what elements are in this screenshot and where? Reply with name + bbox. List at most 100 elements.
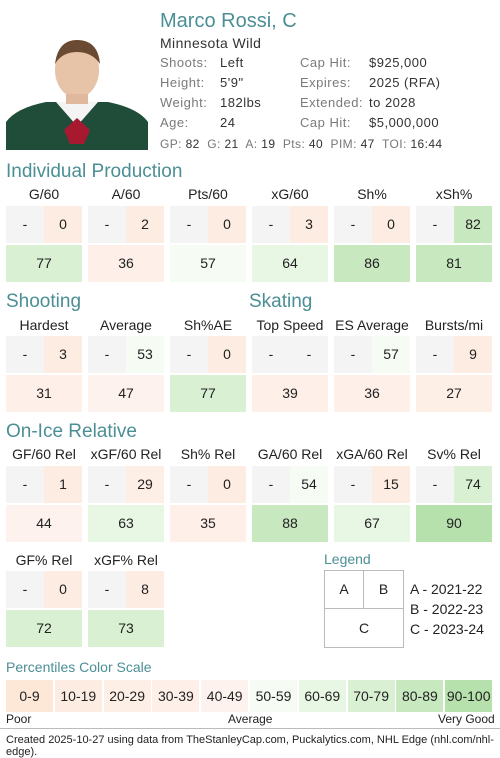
legend-cell-b: B xyxy=(364,571,403,609)
metric-cell-ab: -3 xyxy=(6,336,82,373)
gp-value: 82 xyxy=(185,137,200,151)
metric-value-b: 9 xyxy=(454,336,492,373)
metric-value-c: 44 xyxy=(6,505,82,542)
metric-cell-c: 63 xyxy=(88,505,164,542)
metric-cell-c: 73 xyxy=(88,610,164,647)
metric-value-a: - xyxy=(170,206,208,243)
metric-value-b: 57 xyxy=(372,336,410,373)
legend-box: A B C xyxy=(324,570,404,648)
metric-cell-c: 77 xyxy=(170,375,246,412)
height-label: Height: xyxy=(160,75,205,90)
metric-cell-ab: -29 xyxy=(88,466,164,503)
metric-value-a: - xyxy=(88,571,126,608)
metric-cell-c: 39 xyxy=(252,375,328,412)
scale-bin: 60-69 xyxy=(298,680,346,712)
metric-value-c: 39 xyxy=(252,375,328,412)
scale-bin: 90-100 xyxy=(445,680,493,712)
metric-cell-ab: -3 xyxy=(252,206,328,243)
metric-value-c: 90 xyxy=(416,505,492,542)
metric-cell-c: 31 xyxy=(6,375,82,412)
metric-cell-c: 35 xyxy=(170,505,246,542)
weight-value: 182lbs xyxy=(220,95,262,110)
metric-label: Sh% xyxy=(357,186,387,202)
expires-label: Expires: xyxy=(300,75,351,90)
metric-value-b: 2 xyxy=(126,206,164,243)
metric-value-c: 77 xyxy=(170,375,246,412)
metric-value-b: 0 xyxy=(208,466,246,503)
metric-label: xGA/60 Rel xyxy=(336,446,408,462)
metric-label: ES Average xyxy=(335,317,409,333)
metric-cell-ab: -54 xyxy=(252,466,328,503)
metric-value-a: - xyxy=(416,336,454,373)
metric-cell-c: 86 xyxy=(334,245,410,282)
metric-value-a: - xyxy=(88,336,126,373)
height-value: 5'9" xyxy=(220,75,244,90)
metric-label: A/60 xyxy=(111,186,141,202)
metric-value-c: 31 xyxy=(6,375,82,412)
metric-value-a: - xyxy=(334,336,372,373)
metric-cell-c: 72 xyxy=(6,610,82,647)
metric-value-a: - xyxy=(6,336,44,373)
player-name: Marco Rossi, C xyxy=(160,10,297,32)
scale-poor-label: Poor xyxy=(6,712,32,726)
cap-hit-2-label: Cap Hit: xyxy=(300,115,351,130)
metric-label: xGF% Rel xyxy=(94,552,158,568)
metric-value-a: - xyxy=(252,466,290,503)
metric-value-a: - xyxy=(170,336,208,373)
section-legend: Legend xyxy=(324,551,371,567)
expires-value: 2025 (RFA) xyxy=(369,75,441,90)
metric-value-a: - xyxy=(416,206,454,243)
metric-cell-ab: -2 xyxy=(88,206,164,243)
scale-bin: 30-39 xyxy=(152,680,200,712)
age-label: Age: xyxy=(160,115,189,130)
metric-cell-ab: -0 xyxy=(334,206,410,243)
metric-value-c: 47 xyxy=(88,375,164,412)
metric-value-a: - xyxy=(170,466,208,503)
metric-cell-ab: -8 xyxy=(88,571,164,608)
team-name: Minnesota Wild xyxy=(160,35,262,51)
cap-hit-value: $925,000 xyxy=(369,55,428,70)
toi-value: 16:44 xyxy=(410,137,443,151)
metric-label: xGF/60 Rel xyxy=(90,446,162,462)
metric-cell-c: 36 xyxy=(88,245,164,282)
metric-value-b: 0 xyxy=(372,206,410,243)
metric-label: Sh%AE xyxy=(183,317,233,333)
metric-value-a: - xyxy=(6,466,44,503)
metric-value-c: 35 xyxy=(170,505,246,542)
legend-item-c: C - 2023-24 xyxy=(410,621,484,637)
metric-value-a: - xyxy=(6,571,44,608)
gp-label: GP: xyxy=(160,137,182,151)
weight-label: Weight: xyxy=(160,95,208,110)
metric-cell-c: 27 xyxy=(416,375,492,412)
metric-value-b: 29 xyxy=(126,466,164,503)
g-value: 21 xyxy=(224,137,239,151)
pim-value: 47 xyxy=(360,137,375,151)
metric-value-c: 86 xyxy=(334,245,410,282)
legend-cell-a: A xyxy=(325,571,364,609)
metric-value-a: - xyxy=(334,466,372,503)
scale-bin: 0-9 xyxy=(6,680,53,712)
metric-cell-c: 90 xyxy=(416,505,492,542)
metric-cell-ab: -57 xyxy=(334,336,410,373)
section-shooting: Shooting xyxy=(6,291,82,312)
metric-cell-ab: -9 xyxy=(416,336,492,373)
extended-value: to 2028 xyxy=(369,95,416,110)
metric-cell-c: 88 xyxy=(252,505,328,542)
age-value: 24 xyxy=(220,115,236,130)
footer-divider xyxy=(0,728,500,729)
section-on-ice-relative: On-Ice Relative xyxy=(6,421,137,442)
a-label: A: xyxy=(245,137,258,151)
metric-value-a: - xyxy=(6,206,44,243)
metric-label: Sh% Rel xyxy=(180,446,236,462)
pts-label: Pts: xyxy=(282,137,306,151)
metric-cell-c: 36 xyxy=(334,375,410,412)
metric-label: Bursts/mi xyxy=(424,317,484,333)
scale-bin: 70-79 xyxy=(347,680,395,712)
metric-value-b: 53 xyxy=(126,336,164,373)
metric-value-b: 0 xyxy=(44,571,82,608)
g-label: G: xyxy=(207,137,221,151)
pts-value: 40 xyxy=(308,137,324,151)
metric-value-a: - xyxy=(334,206,372,243)
metric-label: Sv% Rel xyxy=(427,446,481,462)
metric-cell-c: 67 xyxy=(334,505,410,542)
